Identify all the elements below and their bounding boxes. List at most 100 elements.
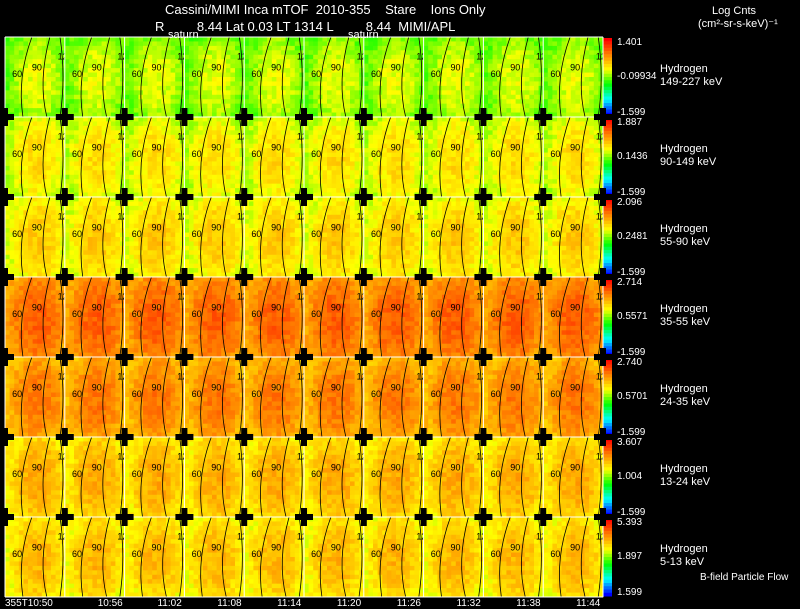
- heatmap-cell: [290, 183, 296, 189]
- heatmap-cell: [106, 179, 112, 185]
- heatmap-cell: [28, 68, 33, 73]
- heatmap-cell: [501, 77, 507, 82]
- heatmap-cell: [363, 165, 369, 171]
- heatmap-cell: [377, 148, 383, 153]
- heatmap-cell: [285, 108, 291, 113]
- field-line: [439, 36, 451, 118]
- heatmap-cell: [212, 77, 217, 82]
- heatmap-cell: [244, 148, 250, 153]
- heatmap-cell: [267, 130, 273, 136]
- heatmap-cell: [92, 174, 98, 180]
- heatmap-cell: [248, 134, 254, 140]
- heatmap-cell: [37, 94, 43, 100]
- heatmap-cell: [133, 188, 139, 193]
- heatmap-cell: [18, 72, 24, 78]
- heatmap-cell: [152, 161, 158, 167]
- heatmap-cell: [138, 50, 144, 56]
- heatmap-cell: [409, 130, 415, 136]
- heatmap-cell: [55, 50, 61, 56]
- heatmap-cell: [561, 188, 567, 193]
- heatmap-cell: [368, 90, 374, 96]
- heatmap-cell: [101, 148, 107, 153]
- heatmap-cell: [143, 165, 148, 171]
- heatmap-cell: [290, 161, 296, 167]
- heatmap-cell: [156, 152, 162, 158]
- heatmap-cell: [488, 77, 493, 82]
- heatmap-cell: [87, 148, 93, 153]
- heatmap-cell: [354, 108, 360, 113]
- heatmap-cell: [294, 50, 300, 56]
- heatmap-cell: [216, 103, 222, 109]
- heatmap-cell: [161, 45, 167, 51]
- heatmap-cell: [106, 108, 112, 113]
- heatmap-cell: [331, 117, 337, 122]
- heatmap-cell: [515, 188, 521, 193]
- heatmap-cell: [409, 134, 415, 140]
- heatmap-cell: [51, 188, 56, 193]
- heatmap-cell: [327, 192, 332, 198]
- heatmap-cell: [409, 143, 415, 149]
- heatmap-cell: [575, 59, 581, 65]
- heatmap-cell: [345, 94, 351, 100]
- heatmap-cell: [506, 77, 512, 82]
- heatmap-cell: [32, 148, 38, 153]
- heatmap-cell: [552, 37, 558, 42]
- heatmap-cell: [469, 165, 475, 171]
- heatmap-cell: [593, 174, 599, 180]
- heatmap-cell: [474, 157, 480, 162]
- heatmap-cell: [55, 59, 61, 65]
- heatmap-cell: [313, 125, 319, 131]
- heatmap-cell: [51, 232, 56, 238]
- heatmap-cell: [271, 117, 277, 122]
- heatmap-cell: [331, 192, 337, 198]
- heatmap-cell: [534, 50, 539, 56]
- heatmap-cell: [41, 152, 47, 158]
- heatmap-cell: [575, 130, 581, 136]
- heatmap-cell: [547, 183, 553, 189]
- heatmap-cell: [32, 41, 38, 47]
- heatmap-cell: [179, 134, 185, 140]
- heatmap-cell: [446, 121, 452, 127]
- heatmap-cell: [28, 161, 33, 167]
- heatmap-cell: [483, 50, 489, 56]
- heatmap-cell: [584, 108, 590, 113]
- heatmap-cell: [354, 148, 360, 153]
- heatmap-cell: [14, 143, 20, 149]
- heatmap-cell: [285, 170, 291, 176]
- heatmap-cell: [377, 143, 383, 149]
- heatmap-cell: [202, 161, 208, 167]
- heatmap-cell: [143, 130, 148, 136]
- heatmap-cell: [87, 99, 93, 105]
- heatmap-cell: [271, 192, 277, 198]
- heatmap-cell: [359, 134, 365, 140]
- heatmap-cell: [41, 54, 47, 60]
- heatmap-cell: [580, 90, 585, 96]
- heatmap-cell: [506, 139, 512, 145]
- heatmap-cell: [230, 103, 236, 109]
- heatmap-cell: [400, 117, 406, 122]
- heatmap-cell: [593, 90, 599, 96]
- heatmap-cell: [124, 143, 130, 149]
- heatmap-cell: [331, 59, 337, 65]
- heatmap-cell: [506, 90, 512, 96]
- heatmap-cell: [405, 99, 411, 105]
- heatmap-cell: [271, 152, 277, 158]
- heatmap-cell: [290, 90, 296, 96]
- heatmap-cell: [156, 179, 162, 185]
- heatmap-cell: [451, 179, 457, 185]
- heatmap-cell: [354, 165, 360, 171]
- heatmap-cell: [557, 37, 562, 42]
- heatmap-cell: [405, 143, 411, 149]
- heatmap-cell: [469, 112, 475, 118]
- heatmap-cell: [276, 72, 282, 78]
- heatmap-cell: [290, 143, 296, 149]
- heatmap-cell: [336, 188, 342, 193]
- heatmap-cell: [497, 125, 503, 131]
- heatmap-cell: [598, 99, 604, 105]
- heatmap-cell: [396, 94, 401, 100]
- heatmap-cell: [285, 152, 291, 158]
- heatmap-cell: [465, 45, 470, 51]
- heatmap-cell: [46, 223, 52, 229]
- heatmap-cell: [331, 183, 337, 189]
- heatmap-cell: [446, 165, 452, 171]
